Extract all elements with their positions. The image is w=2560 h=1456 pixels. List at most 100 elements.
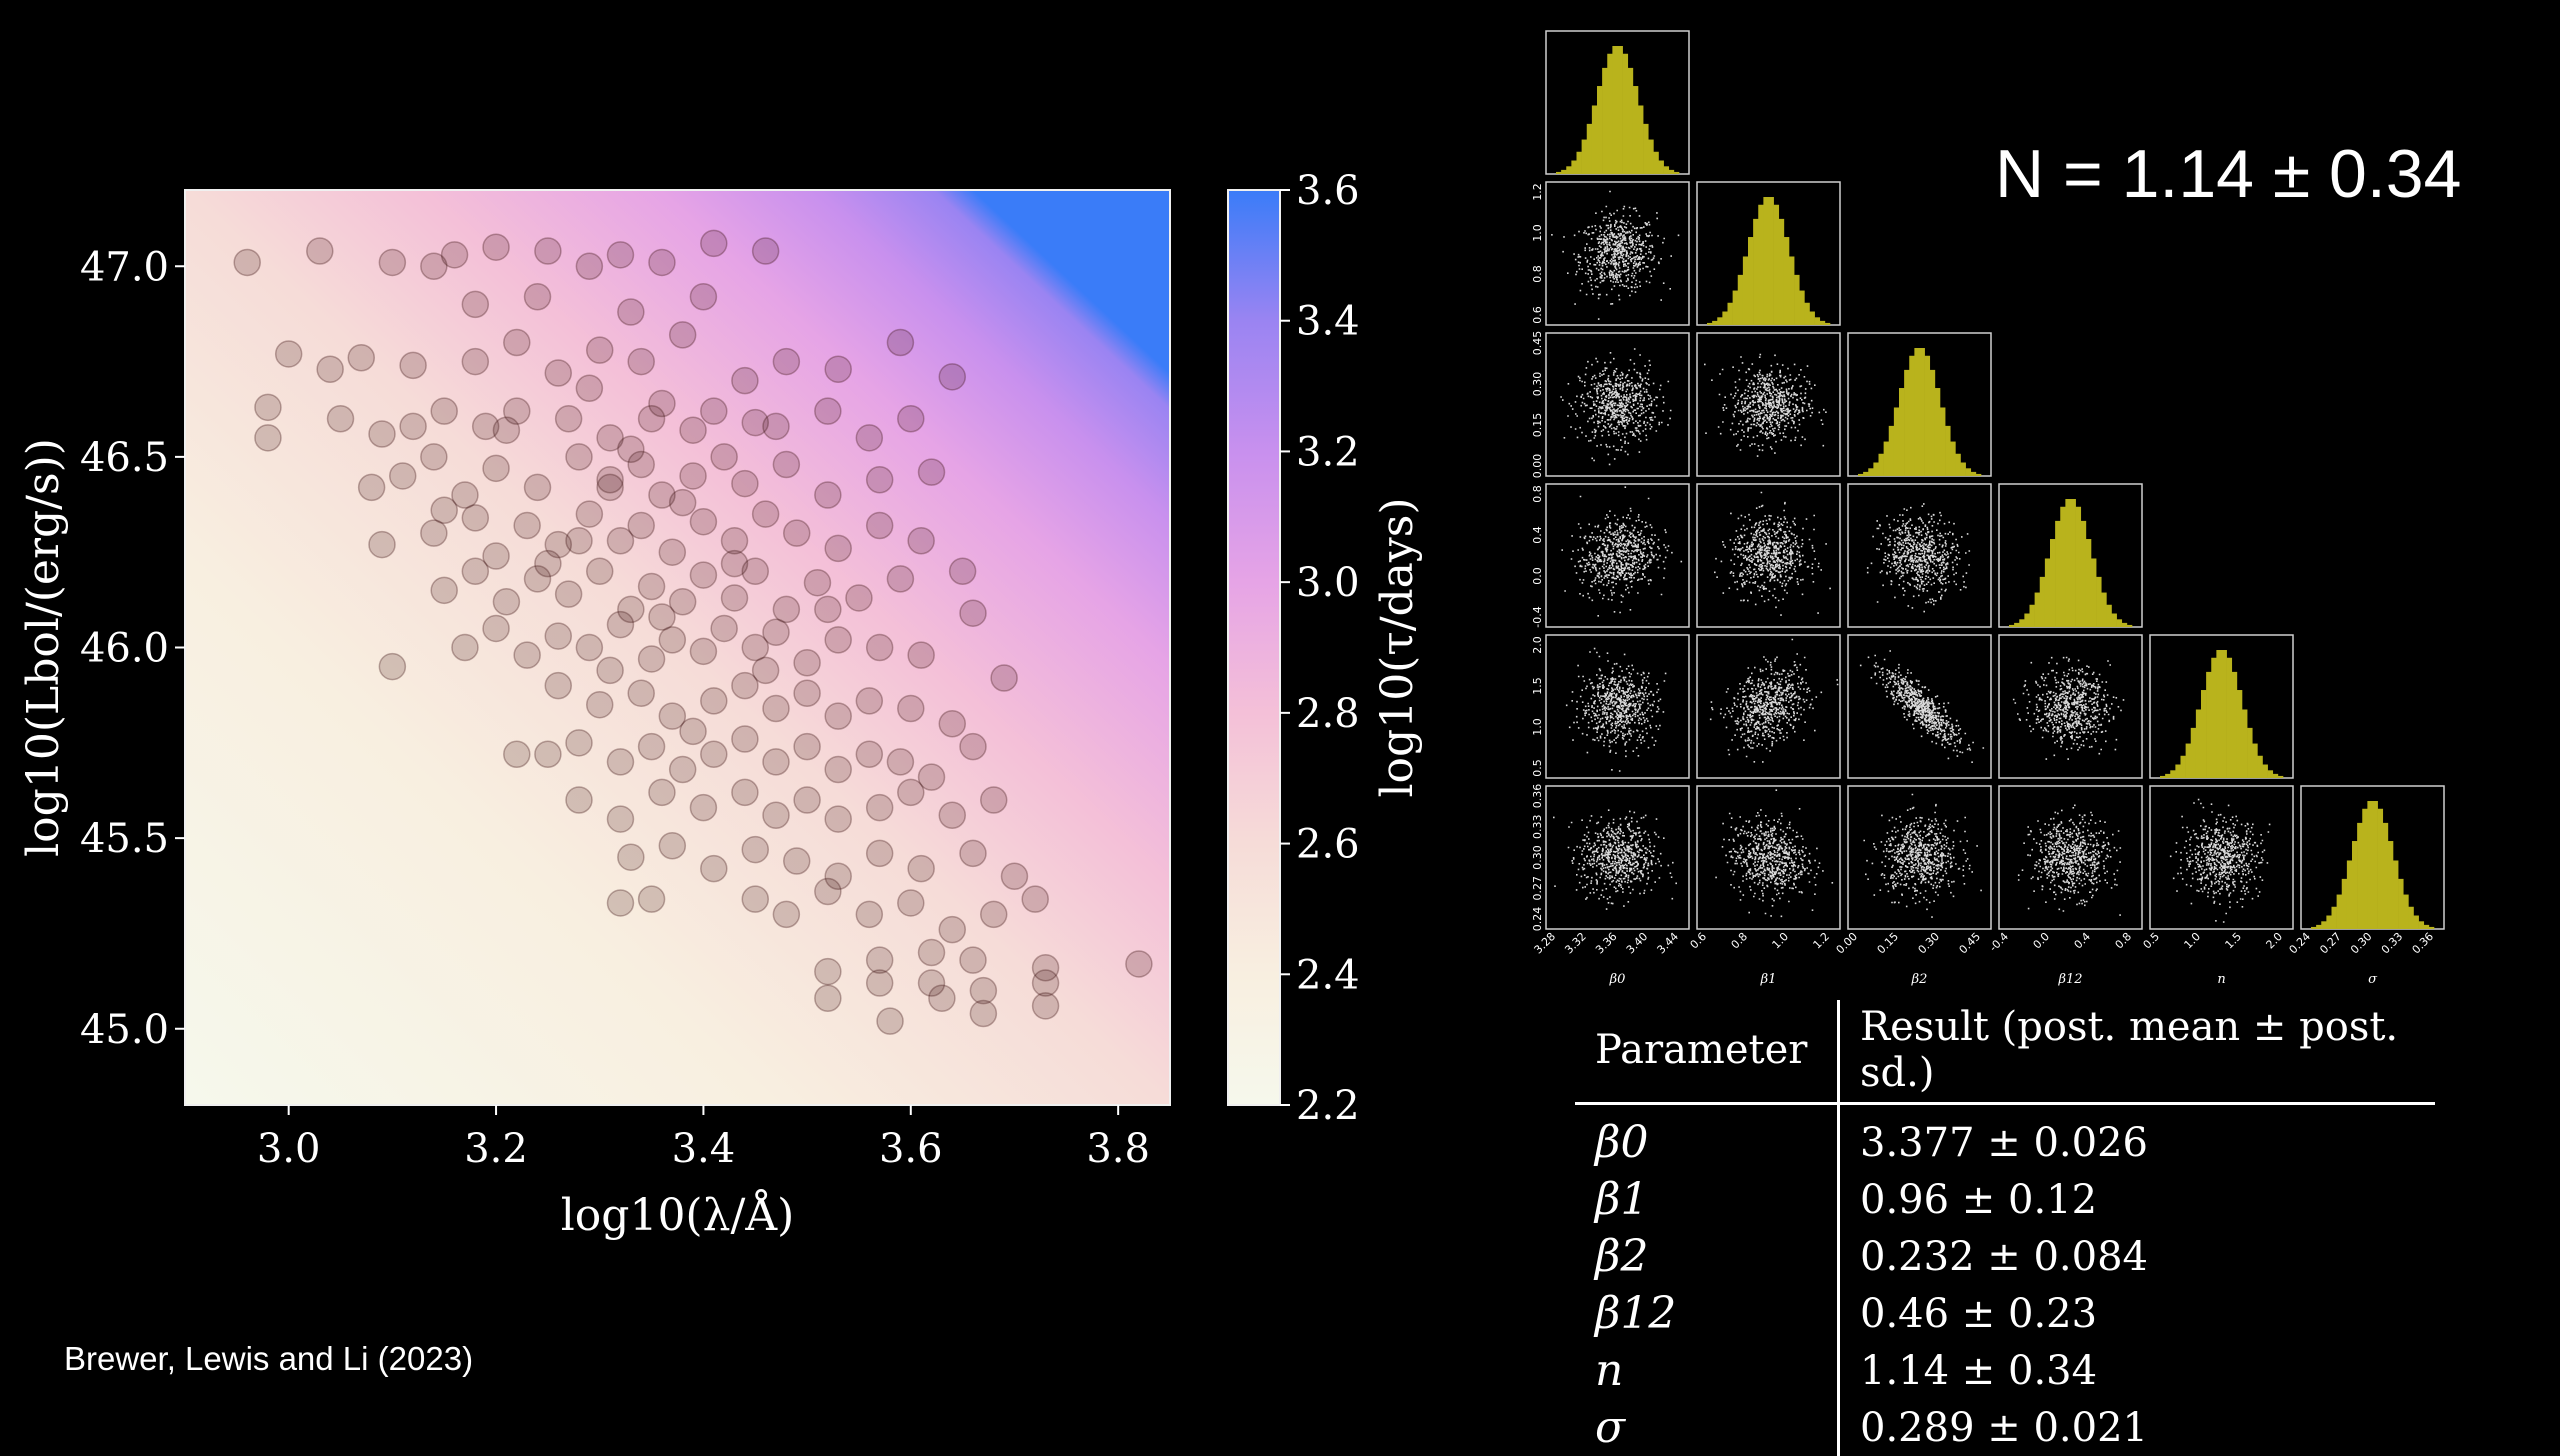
scatter-point	[451, 633, 479, 662]
scatter-point	[606, 610, 635, 639]
scatter-point	[523, 283, 552, 311]
scatter-point	[782, 847, 811, 875]
scatter-point	[814, 397, 842, 425]
scatter-point	[865, 511, 894, 540]
corner-y-tick-label: 0.30	[1531, 372, 1544, 397]
pair-scatter-points	[1565, 647, 1667, 772]
scatter-point	[347, 344, 376, 372]
scatter-point	[523, 565, 552, 593]
histogram-bar	[2336, 894, 2343, 929]
corner-x-tick-label: 0.33	[2379, 930, 2406, 957]
scatter-point	[824, 355, 852, 383]
histogram-bar	[2039, 576, 2046, 627]
histogram-bar	[2096, 576, 2102, 627]
scatter-point	[700, 229, 728, 258]
histogram-bar	[2252, 743, 2258, 778]
scatter-point	[741, 835, 770, 864]
corner-y-tick-label: -0.4	[1531, 606, 1544, 627]
corner-x-tick-label: 0.30	[2348, 930, 2375, 957]
scatter-point	[865, 633, 894, 662]
scatter-point	[575, 374, 604, 402]
scatter-point	[741, 633, 770, 662]
histogram-bar	[1814, 317, 1821, 325]
scatter-point	[897, 889, 925, 917]
corner-y-tick-label: 0.6	[1531, 306, 1544, 324]
scatter-point	[617, 595, 645, 624]
scatter-point	[1125, 950, 1153, 978]
scatter-point	[658, 832, 687, 860]
corner-x-label: β12	[2057, 972, 2082, 987]
pair-scatter-points	[2012, 656, 2125, 760]
scatter-point	[782, 519, 811, 547]
histogram-bar	[1924, 355, 1931, 476]
corner-x-tick-label: 0.27	[2317, 930, 2344, 957]
corner-y-tick-label: 2.0	[1531, 636, 1544, 654]
scatter-point	[451, 481, 479, 509]
corner-x-tick-label: 3.44	[1655, 930, 1682, 957]
x-tick-label: 3.0	[257, 1126, 321, 1172]
histogram-bar	[2060, 506, 2066, 627]
histogram-bar	[1893, 407, 1900, 476]
histogram-bar	[1591, 105, 1598, 174]
histogram-bar	[2377, 808, 2384, 929]
scatter-point	[855, 740, 884, 768]
scatter-point	[482, 542, 510, 570]
scatter-point	[751, 656, 780, 685]
scatter-point	[668, 488, 697, 517]
scatter-point	[274, 340, 303, 368]
scatter-point	[917, 969, 946, 997]
citation: Brewer, Lewis and Li (2023)	[64, 1340, 474, 1377]
histogram-bar	[2231, 671, 2238, 778]
histogram-bar	[2101, 592, 2107, 627]
scatter-point	[534, 237, 562, 265]
param-symbol: n	[1575, 1342, 1840, 1399]
pair-scatter-panel	[1998, 785, 2143, 930]
histogram-bar	[2075, 506, 2082, 627]
corner-x-label: σ	[2368, 972, 2378, 987]
pair-scatter-points	[1863, 793, 1982, 918]
scatter-point	[772, 595, 801, 624]
histogram-bar	[1945, 425, 1951, 476]
pair-scatter-points	[2169, 798, 2271, 923]
scatter-point	[306, 237, 334, 265]
corner-x-tick-label: 0.0	[2031, 930, 2053, 952]
histogram-bar	[1602, 67, 1608, 174]
scatter-point	[637, 885, 666, 913]
scatter-point	[700, 687, 728, 715]
scatter-point	[233, 248, 261, 277]
corner-y-tick-label: 0.27	[1531, 876, 1544, 901]
scatter-point	[1021, 885, 1049, 913]
scatter-point	[326, 405, 355, 433]
corner-x-tick-label: 0.4	[2072, 930, 2094, 952]
histogram-bar	[1722, 311, 1728, 325]
panel-frame	[1696, 634, 1841, 779]
histogram-panel	[1696, 181, 1841, 326]
scatter-point	[430, 496, 458, 524]
scatter-point	[886, 565, 915, 593]
histogram-bar	[1773, 204, 1780, 325]
corner-x-label: β1	[1760, 972, 1777, 987]
corner-x-tick-label: -0.4	[1987, 930, 2011, 954]
x-tick-label: 3.6	[879, 1126, 943, 1172]
histogram-bar	[1742, 256, 1749, 325]
histogram-bar	[1566, 166, 1572, 174]
scatter-point	[938, 915, 967, 944]
scatter-point	[378, 652, 407, 681]
histogram-bar	[2331, 906, 2337, 929]
pair-scatter-panel	[1696, 785, 1841, 930]
histogram-bar	[2423, 924, 2430, 929]
histogram-bar	[1668, 169, 1675, 174]
scatter-point	[254, 393, 282, 422]
scatter-point	[814, 481, 842, 509]
histogram-bar	[1799, 290, 1805, 325]
histogram-bar	[1753, 218, 1759, 325]
histogram-bar	[1727, 302, 1733, 325]
histogram-bar	[2175, 764, 2181, 778]
y-tick-label: 46.0	[80, 626, 169, 672]
histogram-bar	[1929, 369, 1936, 476]
histogram-bar	[2362, 808, 2368, 929]
scatter-point	[503, 328, 531, 357]
table-header-result: Result (post. mean ± post. sd.)	[1838, 1000, 2435, 1105]
scatter-point	[731, 671, 759, 700]
colorbar-tick-label: 3.4	[1296, 299, 1360, 345]
